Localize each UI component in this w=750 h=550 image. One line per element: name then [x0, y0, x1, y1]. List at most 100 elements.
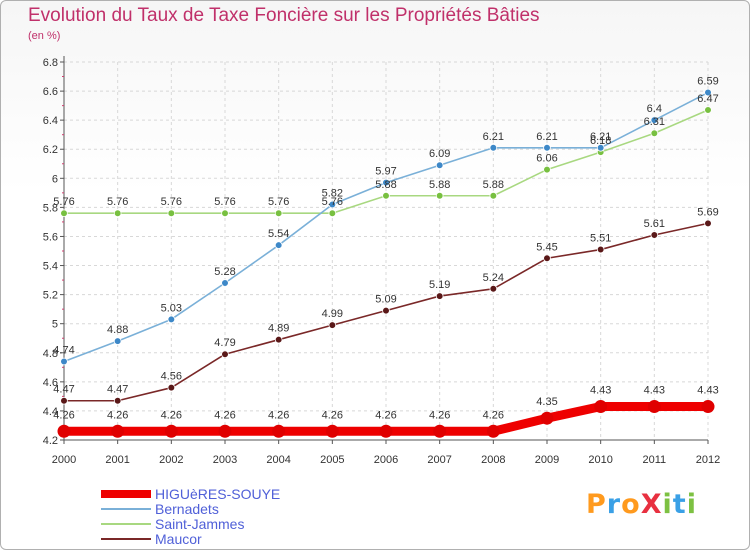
y-tick-label: 5.6	[43, 231, 58, 243]
series-point-2	[167, 209, 176, 218]
x-tick-label: 2007	[427, 454, 451, 466]
data-label-3: 4.79	[214, 337, 235, 349]
series-point-1	[221, 279, 229, 287]
legend-swatch-bernadets	[101, 508, 151, 510]
data-label-0: 4.35	[536, 396, 557, 408]
data-label-1: 6.4	[647, 103, 662, 115]
data-label-1: 5.97	[375, 166, 396, 178]
logo-letter: r	[606, 489, 622, 520]
data-label-0: 4.26	[107, 409, 128, 421]
legend-label-bernadets: Bernadets	[155, 501, 219, 517]
logo-letter: P	[586, 489, 607, 520]
data-label-1: 5.28	[214, 266, 235, 278]
series-point-0	[164, 424, 178, 438]
data-label-3: 4.47	[107, 384, 128, 396]
series-point-0	[647, 400, 661, 414]
series-point-0	[272, 424, 286, 438]
y-tick-label: 4.8	[43, 348, 58, 360]
y-tick-label: 6.4	[43, 115, 58, 127]
data-label-3: 5.09	[375, 294, 396, 306]
series-point-3	[704, 219, 712, 228]
data-label-0: 4.26	[483, 409, 504, 421]
series-point-0	[701, 400, 715, 414]
data-label-2: 5.76	[107, 196, 128, 208]
series-point-3	[543, 254, 551, 263]
series-point-0	[594, 400, 608, 414]
legend-item-bernadets: Bernadets	[101, 501, 361, 517]
data-label-2: 5.88	[483, 179, 504, 191]
logo-letter: o	[621, 489, 641, 520]
data-label-0: 4.43	[644, 385, 665, 397]
x-tick-label: 2003	[213, 454, 237, 466]
series-point-1	[167, 315, 176, 324]
y-tick-label: 5.4	[43, 261, 58, 273]
series-point-3	[489, 284, 498, 293]
data-label-1: 6.09	[429, 148, 450, 160]
data-label-0: 4.26	[53, 409, 74, 421]
data-label-0: 4.26	[268, 409, 289, 421]
series-point-0	[486, 424, 500, 438]
data-label-3: 5.24	[483, 272, 504, 284]
x-tick-label: 2000	[52, 454, 76, 466]
series-point-1	[543, 143, 551, 152]
data-label-3: 4.99	[322, 308, 343, 320]
logo-letter: t	[672, 489, 687, 520]
chart-legend: HIGUèRES-SOUYE Bernadets Saint-Jammes Ma…	[101, 486, 361, 547]
series-point-0	[379, 424, 393, 438]
series-point-2	[543, 165, 551, 174]
data-label-1: 5.54	[268, 228, 289, 240]
data-label-2: 6.06	[536, 153, 557, 165]
data-label-0: 4.26	[322, 409, 343, 421]
data-label-1: 6.21	[536, 131, 557, 143]
series-point-0	[325, 424, 339, 438]
series-point-2	[650, 129, 659, 138]
series-point-2	[60, 209, 68, 218]
series-point-1	[704, 88, 712, 97]
logo-letter: i	[662, 489, 673, 520]
data-label-2: 5.88	[375, 179, 396, 191]
series-point-1	[113, 337, 122, 345]
y-tick-label: 4.6	[43, 377, 58, 389]
data-label-2: 6.18	[590, 135, 611, 147]
y-tick-label: 6.6	[43, 86, 58, 98]
series-point-3	[328, 321, 337, 329]
x-tick-label: 2001	[105, 454, 129, 466]
proxiti-logo: ProXiti	[586, 489, 697, 520]
y-tick-label: 4.2	[43, 435, 58, 447]
series-point-1	[382, 178, 390, 187]
series-point-0	[540, 411, 554, 425]
legend-label-maucor: Maucor	[155, 531, 202, 547]
data-label-0: 4.43	[697, 385, 718, 397]
data-label-2: 6.31	[644, 116, 665, 128]
data-label-1: 4.74	[53, 344, 74, 356]
data-label-2: 5.88	[429, 179, 450, 191]
series-point-2	[328, 209, 337, 218]
chart-subtitle: (en %)	[28, 30, 61, 42]
series-point-2	[382, 191, 390, 200]
series-point-2	[274, 209, 283, 218]
legend-item-saint-jammes: Saint-Jammes	[101, 516, 361, 532]
legend-swatch-higueres-souye	[101, 490, 151, 498]
legend-item-higueres-souye: HIGUèRES-SOUYE	[101, 486, 361, 502]
series-point-1	[489, 143, 498, 152]
series-point-3	[435, 292, 444, 300]
data-label-1: 6.59	[697, 76, 718, 88]
y-tick-label: 5	[52, 319, 58, 331]
series-point-3	[167, 383, 176, 392]
series-point-0	[111, 424, 125, 438]
data-label-0: 4.26	[429, 409, 450, 421]
series-point-1	[328, 200, 337, 209]
data-label-3: 5.51	[590, 233, 611, 245]
logo-letter: i	[686, 489, 697, 520]
series-point-3	[596, 245, 605, 254]
series-point-1	[60, 357, 68, 366]
chart-title: Evolution du Taux de Taxe Foncière sur l…	[28, 5, 540, 26]
x-tick-label: 2005	[320, 454, 344, 466]
y-tick-label: 6.8	[43, 57, 58, 69]
data-label-2: 5.76	[161, 196, 182, 208]
x-tick-label: 2008	[481, 454, 505, 466]
series-point-2	[221, 209, 229, 218]
legend-label-higueres-souye: HIGUèRES-SOUYE	[155, 486, 281, 502]
y-tick-label: 5.8	[43, 202, 58, 214]
data-label-1: 5.82	[322, 187, 343, 199]
